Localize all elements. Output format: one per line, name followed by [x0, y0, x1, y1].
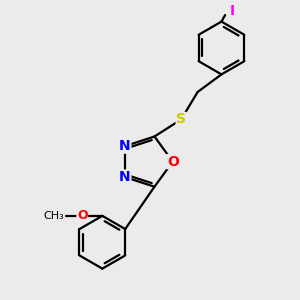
- Text: I: I: [230, 4, 235, 18]
- Text: O: O: [77, 209, 88, 222]
- Text: N: N: [119, 170, 131, 184]
- Text: CH₃: CH₃: [43, 211, 64, 221]
- Text: S: S: [176, 112, 186, 127]
- Text: N: N: [119, 139, 131, 153]
- Text: O: O: [167, 154, 179, 169]
